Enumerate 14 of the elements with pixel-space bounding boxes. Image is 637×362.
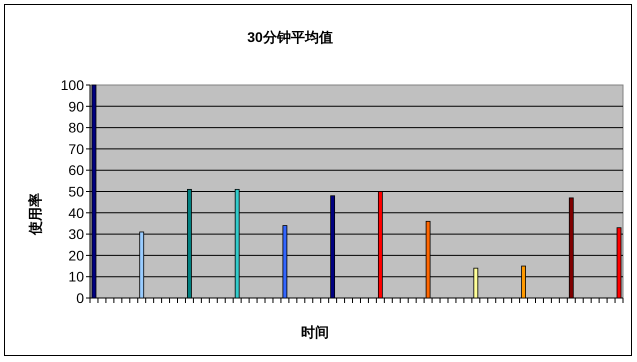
y-tick-label: 0 — [76, 290, 84, 306]
x-axis-title: 时间 — [301, 324, 329, 340]
y-tick-label: 50 — [68, 184, 84, 200]
y-tick-label: 60 — [68, 162, 84, 178]
y-tick-label: 70 — [68, 140, 84, 157]
y-tick-label: 20 — [68, 247, 84, 264]
y-tick-label: 30 — [68, 226, 84, 242]
chart-title: 30分钟平均值 — [247, 29, 333, 45]
y-tick-label: 10 — [68, 268, 84, 285]
y-axis-title: 使用率 — [27, 193, 43, 236]
y-tick-label: 90 — [68, 98, 84, 114]
y-tick-label: 40 — [68, 204, 84, 221]
y-tick-label: 80 — [68, 120, 84, 136]
y-tick-label: 100 — [60, 77, 84, 93]
